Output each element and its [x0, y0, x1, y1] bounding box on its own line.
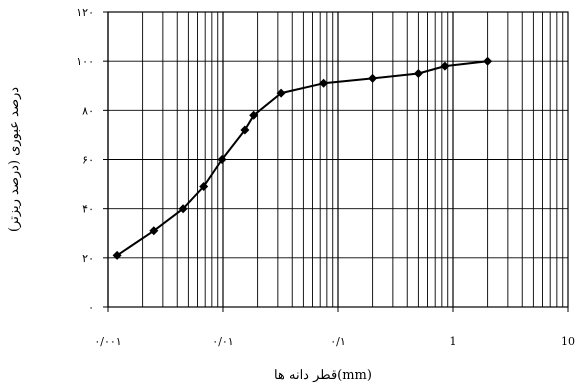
- y-tick-label: ۱۲۰: [76, 6, 94, 19]
- data-point-marker: [319, 78, 329, 88]
- y-tick-label: ۶۰: [82, 154, 94, 167]
- y-axis-title: درصد عبوری (درصد ریزتر): [7, 87, 22, 232]
- data-point-marker: [240, 125, 250, 135]
- y-tick-label: ۴۰: [82, 203, 94, 216]
- x-tick-label: ۰/۰۰۱: [94, 335, 121, 348]
- x-tick-label: ۰/۱: [330, 335, 346, 348]
- data-point-marker: [217, 155, 227, 164]
- x-axis-title: قطر دانه ها(mm): [274, 368, 372, 383]
- series-layer: [112, 56, 493, 260]
- x-tick-label: 1: [450, 335, 457, 348]
- y-tick-label: ۲۰: [82, 252, 94, 265]
- y-tick-label: ۸۰: [82, 104, 94, 117]
- y-tick-label: ۰: [88, 301, 94, 314]
- data-point-marker: [483, 56, 493, 66]
- data-point-marker: [199, 182, 209, 191]
- x-axis-ticks: ۰/۰۰۱ ۰/۰۱ ۰/۱ 1 10: [94, 307, 575, 348]
- data-point-marker: [413, 69, 423, 78]
- data-point-marker: [440, 61, 450, 71]
- x-tick-label: ۰/۰۱: [212, 335, 233, 348]
- y-axis-ticks: ۰ ۲۰ ۴۰ ۶۰ ۸۰ ۱۰۰ ۱۲۰: [76, 6, 108, 314]
- data-point-marker: [149, 226, 159, 236]
- data-point-marker: [112, 250, 122, 260]
- data-point-marker: [368, 73, 378, 83]
- data-point-marker: [276, 88, 286, 98]
- data-point-marker: [178, 204, 188, 214]
- x-tick-label: 10: [561, 335, 575, 348]
- y-tick-label: ۱۰۰: [76, 55, 94, 68]
- data-point-marker: [249, 110, 259, 120]
